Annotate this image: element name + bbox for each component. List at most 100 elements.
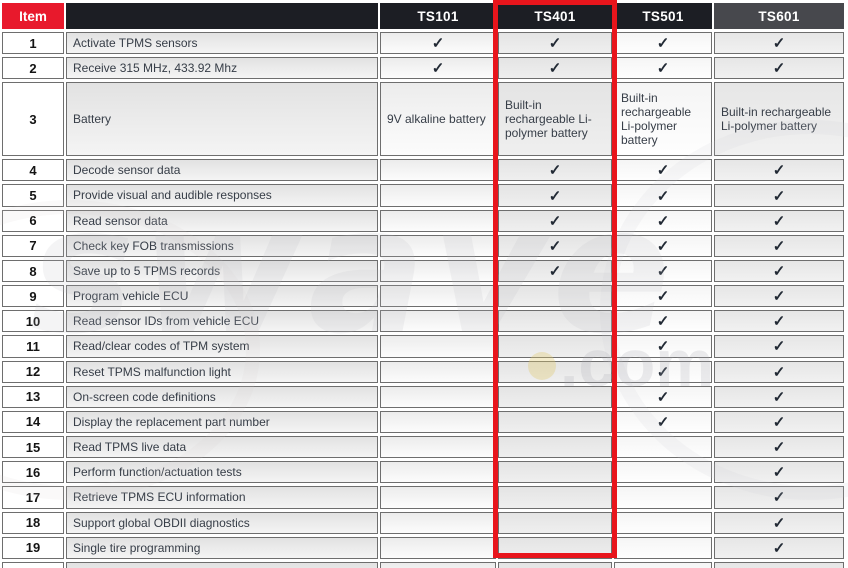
- empty-cell: [380, 410, 496, 434]
- check-cell: ✓: [714, 32, 844, 55]
- item-number-cell: 4: [2, 159, 64, 182]
- empty-cell: [498, 310, 612, 333]
- empty-cell: [498, 461, 612, 484]
- feature-label-cell: On-screen code definitions: [66, 385, 378, 408]
- check-cell: ✓: [614, 385, 712, 408]
- empty-cell: [498, 511, 612, 534]
- empty-cell: [498, 410, 612, 434]
- value-cell: 9V alkaline battery: [380, 82, 496, 157]
- empty-cell: [498, 335, 612, 358]
- table-row: 10 Read sensor IDs from vehicle ECU ✓ ✓: [2, 310, 844, 333]
- table-row: 1 Activate TPMS sensors ✓ ✓ ✓ ✓: [2, 32, 844, 55]
- check-cell: ✓: [714, 57, 844, 80]
- empty-cell: [380, 360, 496, 383]
- table-row: 17 Retrieve TPMS ECU information ✓: [2, 486, 844, 509]
- item-number-cell: 13: [2, 385, 64, 408]
- table-row: 6 Read sensor data ✓ ✓ ✓: [2, 209, 844, 232]
- check-cell: ✓: [714, 461, 844, 484]
- col-header-ts101: TS101: [380, 3, 496, 29]
- feature-label-cell: Single tire programming: [66, 536, 378, 559]
- feature-label-cell: Reset TPMS malfunction light: [66, 360, 378, 383]
- check-cell: ✓: [614, 234, 712, 257]
- empty-cell: [380, 461, 496, 484]
- item-number-cell: 8: [2, 259, 64, 283]
- empty-cell: [380, 209, 496, 232]
- feature-label-cell: Read TPMS live data: [66, 436, 378, 459]
- feature-label-cell: Support global OBDII diagnostics: [66, 511, 378, 534]
- check-cell: ✓: [714, 184, 844, 207]
- check-cell: ✓: [380, 57, 496, 80]
- check-cell: ✓: [714, 234, 844, 257]
- feature-label-cell: Read sensor IDs from vehicle ECU: [66, 310, 378, 333]
- empty-cell: [614, 536, 712, 559]
- empty-cell: [380, 184, 496, 207]
- empty-cell: [498, 436, 612, 459]
- item-number-cell: 3: [2, 82, 64, 157]
- table-row: 14 Display the replacement part number ✓ ✓: [2, 410, 844, 434]
- item-number-cell: 20: [2, 561, 64, 568]
- item-number-cell: 1: [2, 32, 64, 55]
- check-cell: ✓: [614, 57, 712, 80]
- check-cell: ✓: [498, 159, 612, 182]
- empty-cell: [380, 259, 496, 283]
- table-row: 11 Read/clear codes of TPM system ✓ ✓: [2, 335, 844, 358]
- item-number-cell: 5: [2, 184, 64, 207]
- feature-label-cell: Program vehicle ECU: [66, 285, 378, 308]
- check-cell: ✓: [614, 32, 712, 55]
- check-cell: ✓: [714, 486, 844, 509]
- table-row: 3 Battery 9V alkaline battery Built-in rech…: [2, 82, 844, 157]
- empty-cell: [498, 285, 612, 308]
- feature-label-cell: Check key FOB transmissions: [66, 234, 378, 257]
- empty-cell: [614, 511, 712, 534]
- item-number-cell: 12: [2, 360, 64, 383]
- empty-cell: [380, 335, 496, 358]
- item-number-cell: 9: [2, 285, 64, 308]
- check-cell: ✓: [714, 209, 844, 232]
- check-cell: ✓: [714, 259, 844, 283]
- item-number-cell: 7: [2, 234, 64, 257]
- header-row: Item TS101 TS401 TS501 TS601: [2, 3, 844, 29]
- check-cell: ✓: [714, 335, 844, 358]
- feature-label-cell: Read/clear codes of TPM system: [66, 335, 378, 358]
- check-cell: ✓: [714, 360, 844, 383]
- empty-cell: [380, 310, 496, 333]
- item-number-cell: 19: [2, 536, 64, 559]
- table-body: 1 Activate TPMS sensors ✓ ✓ ✓ ✓ 2 Receive 315 M…: [2, 32, 844, 568]
- table-row: 5 Provide visual and audible responses ✓ ✓ ✓: [2, 184, 844, 207]
- check-cell: ✓: [498, 57, 612, 80]
- check-cell: ✓: [498, 32, 612, 55]
- feature-label-cell: Decode sensor data: [66, 159, 378, 182]
- empty-cell: [498, 486, 612, 509]
- table-row: 18 Support global OBDII diagnostics ✓: [2, 511, 844, 534]
- check-cell: ✓: [614, 335, 712, 358]
- col-header-item: Item: [2, 3, 64, 29]
- check-cell: ✓: [498, 259, 612, 283]
- check-cell: ✓: [380, 32, 496, 55]
- table-row: 8 Save up to 5 TPMS records ✓ ✓ ✓: [2, 259, 844, 283]
- item-number-cell: 17: [2, 486, 64, 509]
- col-header-ts601: TS601: [714, 3, 844, 29]
- check-cell: ✓: [714, 511, 844, 534]
- value-cell: Built-in rechargeable Li-polymer battery: [714, 82, 844, 157]
- feature-label-cell: Multilingual support: [66, 561, 378, 568]
- feature-label-cell: Receive 315 MHz, 433.92 Mhz: [66, 57, 378, 80]
- check-cell: ✓: [614, 561, 712, 568]
- feature-label-cell: Battery: [66, 82, 378, 157]
- empty-cell: [380, 536, 496, 559]
- item-number-cell: 16: [2, 461, 64, 484]
- feature-label-cell: Provide visual and audible responses: [66, 184, 378, 207]
- feature-label-cell: Activate TPMS sensors: [66, 32, 378, 55]
- item-number-cell: 14: [2, 410, 64, 434]
- value-cell: Built-in rechargeable Li-polymer battery: [614, 82, 712, 157]
- empty-cell: [380, 486, 496, 509]
- feature-label-cell: Save up to 5 TPMS records: [66, 259, 378, 283]
- check-cell: ✓: [614, 184, 712, 207]
- empty-cell: [498, 360, 612, 383]
- table-row: 7 Check key FOB transmissions ✓ ✓ ✓: [2, 234, 844, 257]
- table-row: 4 Decode sensor data ✓ ✓ ✓: [2, 159, 844, 182]
- check-cell: ✓: [614, 209, 712, 232]
- empty-cell: [614, 461, 712, 484]
- check-cell: ✓: [498, 209, 612, 232]
- check-cell: ✓: [614, 410, 712, 434]
